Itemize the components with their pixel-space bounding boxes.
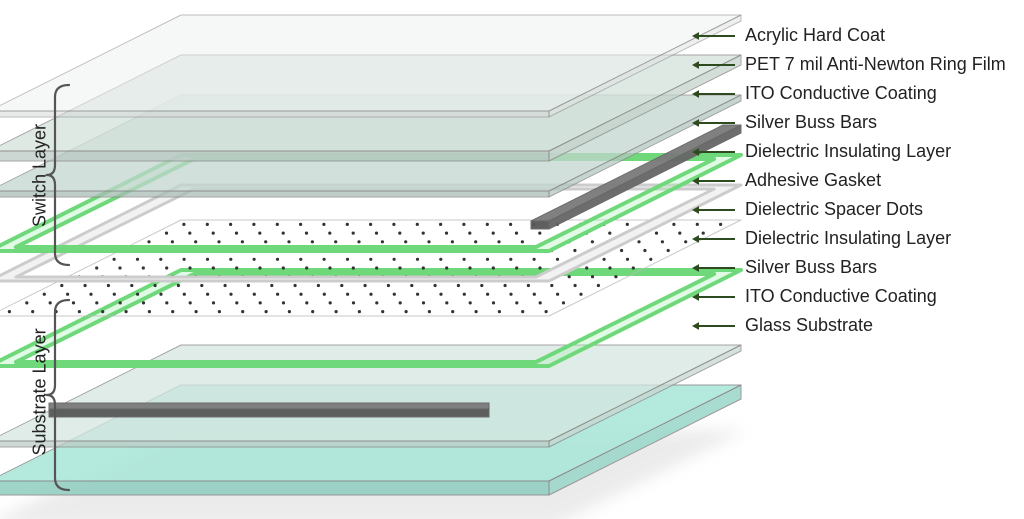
layer-label: Acrylic Hard Coat [745,25,885,46]
layer-glass-front [0,481,549,495]
layer-label: ITO Conductive Coating [745,286,937,307]
layer-pet-front [0,151,549,161]
layer-label: Adhesive Gasket [745,170,881,191]
layer-label: PET 7 mil Anti-Newton Ring Film [745,54,1006,75]
layer-ito2-front [0,441,549,447]
label-arrow-head [692,322,699,330]
layer-acrylic-front [0,111,549,117]
layer-label: Dielectric Spacer Dots [745,199,923,220]
layer-label: Dielectric Insulating Layer [745,141,951,162]
layer-label: ITO Conductive Coating [745,83,937,104]
layer-label: Silver Buss Bars [745,112,877,133]
layer-label: Silver Buss Bars [745,257,877,278]
group-label-substrate: Substrate Layer [30,336,51,456]
layer-label: Glass Substrate [745,315,873,336]
exploded-layer-diagram: Acrylic Hard Coat PET 7 mil Anti-Newton R… [0,0,1024,519]
layer-ito1-front [0,191,549,197]
layer-buss2 [49,403,489,409]
layer-label: Dielectric Insulating Layer [745,228,951,249]
group-label-switch: Switch Layer [30,116,51,236]
layer-buss1-front [531,221,549,229]
layer-buss2-front [49,409,489,417]
